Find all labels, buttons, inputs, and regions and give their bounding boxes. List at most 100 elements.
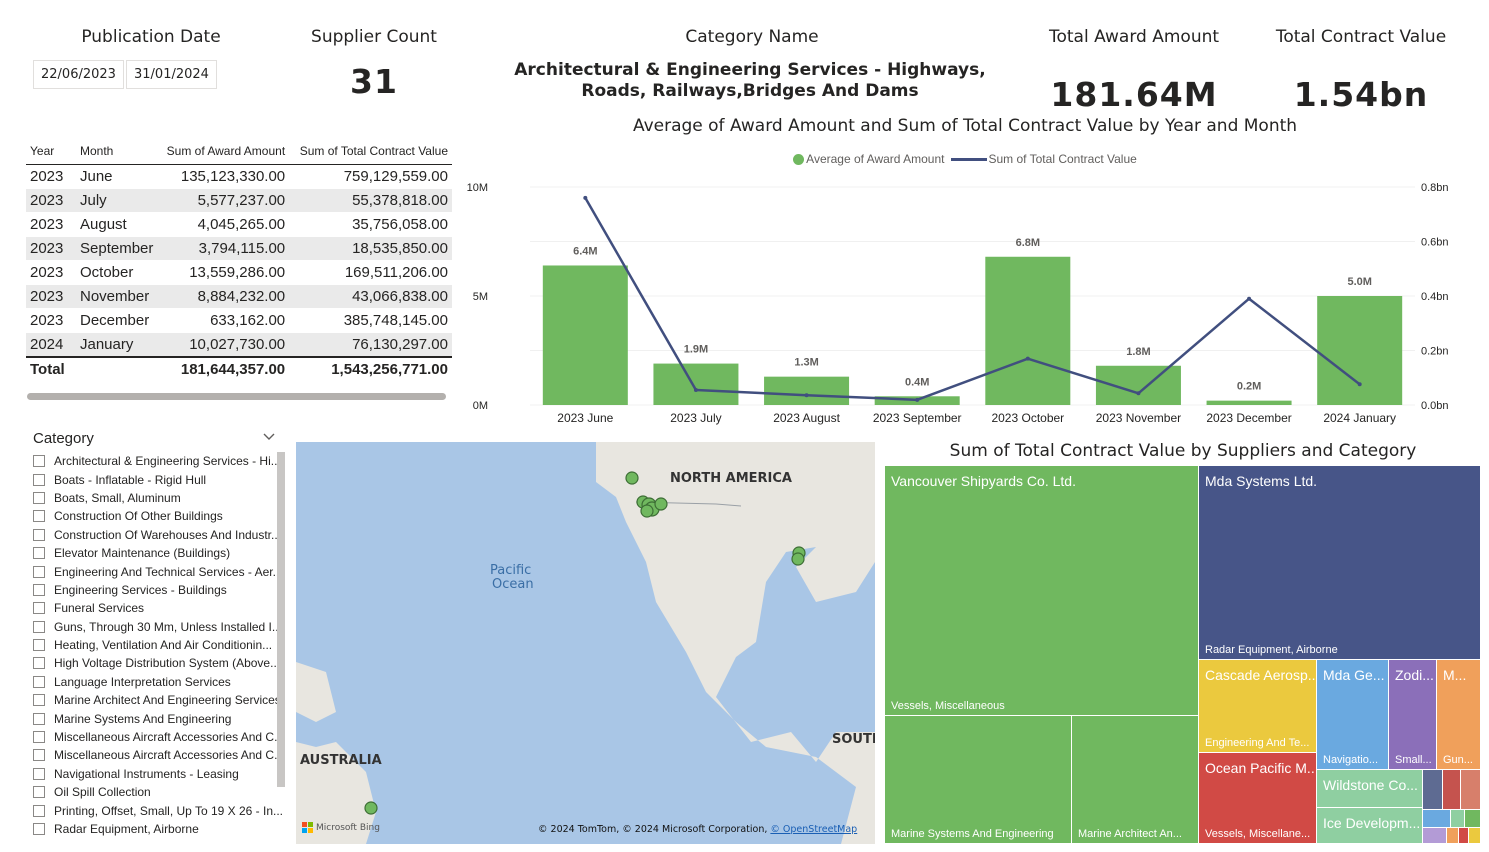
treemap-cell-small[interactable]	[1451, 810, 1465, 828]
treemap-cell-small[interactable]	[1465, 810, 1481, 828]
table-row[interactable]: 2023 July 5,577,237.00 55,378,818.00	[26, 188, 452, 213]
treemap-cell-cascade[interactable]: Cascade Aerosp... Engineering And Te...	[1199, 660, 1317, 753]
checkbox[interactable]	[33, 455, 45, 468]
col-award[interactable]: Sum of Award Amount	[157, 140, 290, 165]
slicer-item[interactable]: Radar Equipment, Airborne	[33, 820, 285, 838]
checkbox[interactable]	[33, 639, 45, 652]
bar[interactable]	[653, 363, 739, 405]
line-point[interactable]	[1247, 296, 1252, 301]
checkbox[interactable]	[33, 473, 45, 486]
slicer-item[interactable]: Miscellaneous Aircraft Accessories And C…	[33, 746, 285, 764]
checkbox[interactable]	[33, 565, 45, 578]
checkbox[interactable]	[33, 491, 45, 504]
map-marker[interactable]	[364, 801, 378, 815]
col-contract[interactable]: Sum of Total Contract Value	[289, 140, 452, 165]
checkbox[interactable]	[33, 528, 45, 541]
checkbox[interactable]	[33, 804, 45, 817]
table-row[interactable]: 2023 August 4,045,265.00 35,756,058.00	[26, 212, 452, 237]
checkbox[interactable]	[33, 547, 45, 560]
bar[interactable]	[985, 256, 1071, 405]
slicer-item[interactable]: Construction Of Other Buildings	[33, 507, 285, 525]
map-marker[interactable]	[791, 552, 805, 566]
table-row[interactable]: 2024 January 10,027,730.00 76,130,297.00	[26, 332, 452, 358]
table-row[interactable]: 2023 October 13,559,286.00 169,511,206.00	[26, 260, 452, 285]
line-point[interactable]	[1136, 391, 1141, 396]
checkbox[interactable]	[33, 602, 45, 615]
slicer-item[interactable]: Boats - Inflatable - Rigid Hull	[33, 470, 285, 488]
treemap-cell-small[interactable]	[1461, 770, 1481, 810]
table-horizontal-scrollbar[interactable]	[27, 393, 446, 400]
slicer-item[interactable]: Printing, Offset, Small, Up To 19 X 26 -…	[33, 801, 285, 819]
slicer-item[interactable]: Oil Spill Collection	[33, 783, 285, 801]
checkbox[interactable]	[33, 731, 45, 744]
checkbox[interactable]	[33, 694, 45, 707]
checkbox[interactable]	[33, 620, 45, 633]
treemap-cell-small[interactable]	[1443, 770, 1461, 810]
treemap-cell-small[interactable]	[1469, 828, 1481, 844]
treemap-cell-zodiac[interactable]: Zodi... Small...	[1389, 660, 1437, 770]
line-point[interactable]	[583, 195, 588, 200]
slicer-item[interactable]: Marine Architect And Engineering Service…	[33, 691, 285, 709]
slicer-item[interactable]: Language Interpretation Services	[33, 673, 285, 691]
checkbox[interactable]	[33, 510, 45, 523]
bar[interactable]	[1206, 400, 1292, 405]
treemap-cell-mda-systems[interactable]: Mda Systems Ltd. Radar Equipment, Airborn…	[1199, 466, 1481, 660]
slicer-item[interactable]: Boats, Small, Aluminum	[33, 489, 285, 507]
table-row[interactable]: 2023 June 135,123,330.00 759,129,559.00	[26, 164, 452, 189]
line-point[interactable]	[804, 393, 809, 398]
checkbox[interactable]	[33, 786, 45, 799]
treemap-cell-small[interactable]	[1459, 828, 1469, 844]
table-row[interactable]: 2023 November 8,884,232.00 43,066,838.00	[26, 284, 452, 309]
end-date-input[interactable]: 31/01/2024	[126, 60, 217, 89]
start-date-input[interactable]: 22/06/2023	[33, 60, 124, 89]
slicer-scrollbar[interactable]	[277, 452, 285, 787]
treemap-cell-m[interactable]: M... Gun...	[1437, 660, 1481, 770]
checkbox[interactable]	[33, 657, 45, 670]
treemap-cell-marine-architect[interactable]: Marine Architect An...	[1072, 716, 1199, 844]
slicer-item[interactable]: Guns, Through 30 Mm, Unless Installed I.…	[33, 618, 285, 636]
checkbox[interactable]	[33, 823, 45, 835]
slicer-item[interactable]: Engineering And Technical Services - Aer…	[33, 562, 285, 580]
supplier-map[interactable]: NORTH AMERICA Pacific Ocean AUSTRALIA SO…	[296, 442, 875, 844]
line-point[interactable]	[915, 397, 920, 402]
table-row[interactable]: 2023 December 633,162.00 385,748,145.00	[26, 308, 452, 333]
col-year[interactable]: Year	[26, 140, 76, 165]
slicer-item[interactable]: High Voltage Distribution System (Above.…	[33, 654, 285, 672]
treemap-cell-vancouver[interactable]: Vancouver Shipyards Co. Ltd. Vessels, Mis…	[885, 466, 1199, 716]
treemap-cell-ocean-pacific[interactable]: Ocean Pacific M... Vessels, Miscellane...	[1199, 753, 1317, 844]
bar[interactable]	[542, 265, 628, 405]
line-point[interactable]	[1025, 356, 1030, 361]
treemap-cell-mda-ge[interactable]: Mda Ge... Navigatio...	[1317, 660, 1389, 770]
slicer-item[interactable]: Miscellaneous Aircraft Accessories And C…	[33, 728, 285, 746]
chevron-down-icon[interactable]	[262, 429, 276, 443]
table-row[interactable]: 2023 September 3,794,115.00 18,535,850.00	[26, 236, 452, 261]
treemap-cell-wildstone[interactable]: Wildstone Co...	[1317, 770, 1423, 808]
checkbox[interactable]	[33, 749, 45, 762]
checkbox[interactable]	[33, 712, 45, 725]
slicer-item[interactable]: Funeral Services	[33, 599, 285, 617]
slicer-item[interactable]: Elevator Maintenance (Buildings)	[33, 544, 285, 562]
slicer-item[interactable]: Engineering Services - Buildings	[33, 581, 285, 599]
treemap-cell-small[interactable]	[1423, 770, 1443, 810]
map-marker[interactable]	[625, 471, 639, 485]
checkbox[interactable]	[33, 583, 45, 596]
map-marker[interactable]	[654, 497, 668, 511]
line-point[interactable]	[693, 388, 698, 393]
col-month[interactable]: Month	[76, 140, 158, 165]
slicer-item[interactable]: Construction Of Warehouses And Industr..…	[33, 526, 285, 544]
treemap-cell-ice[interactable]: Ice Developm...	[1317, 808, 1423, 844]
line-point[interactable]	[1357, 382, 1362, 387]
slicer-item[interactable]: Architectural & Engineering Services - H…	[33, 452, 285, 470]
treemap-cell-small[interactable]	[1423, 810, 1451, 828]
treemap-cell-small[interactable]	[1423, 828, 1447, 844]
bar[interactable]	[1317, 296, 1403, 405]
map-marker[interactable]	[640, 504, 654, 518]
bar[interactable]	[764, 376, 850, 405]
checkbox[interactable]	[33, 675, 45, 688]
bar[interactable]	[1095, 365, 1181, 405]
slicer-item[interactable]: Marine Systems And Engineering	[33, 709, 285, 727]
treemap-cell-small[interactable]	[1447, 828, 1459, 844]
slicer-item[interactable]: Heating, Ventilation And Air Conditionin…	[33, 636, 285, 654]
osm-link[interactable]: © OpenStreetMap	[770, 824, 858, 835]
treemap-cell-marine-systems[interactable]: Marine Systems And Engineering	[885, 716, 1072, 844]
